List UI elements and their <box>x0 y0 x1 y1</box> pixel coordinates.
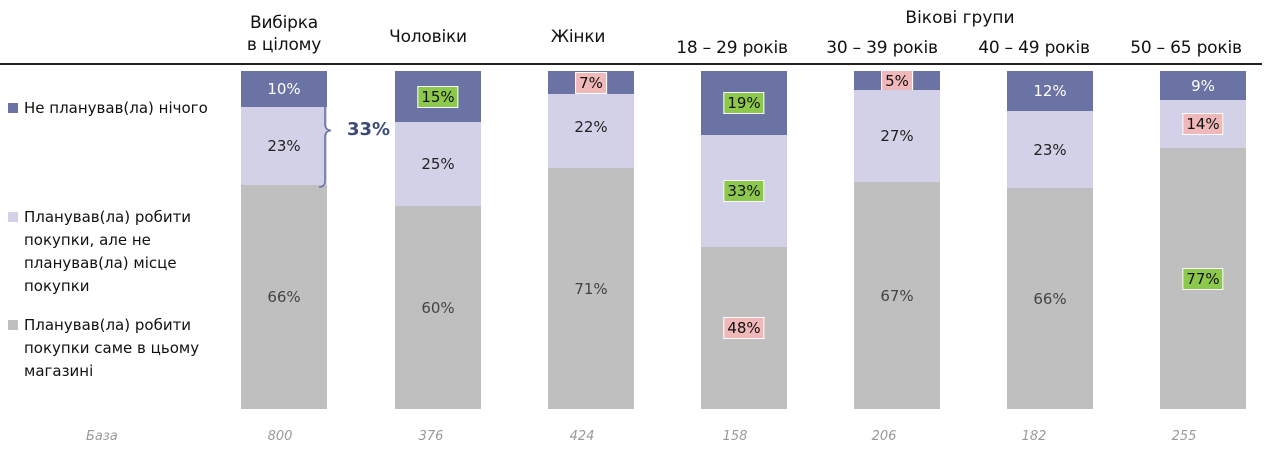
value-label: 25% <box>421 155 455 173</box>
segment-nothing-planned: 12% <box>1007 71 1093 111</box>
segment-planned-no-place: 23% <box>241 107 327 185</box>
segment-planned-this-store: 67% <box>854 182 940 409</box>
legend-swatch-planned-no-place <box>8 212 18 222</box>
base-value: 376 <box>418 429 444 444</box>
value-label: 23% <box>267 137 301 155</box>
value-label: 71% <box>574 279 608 298</box>
segment-planned-this-store: 48% <box>701 247 787 409</box>
segment-nothing-planned: 10% <box>241 71 327 107</box>
bar-age-18-29: 19% 33% 48% <box>701 71 787 409</box>
segment-nothing-planned: 5% <box>854 69 940 92</box>
value-label: 12% <box>1033 82 1067 100</box>
value-label: 66% <box>1033 289 1067 308</box>
value-label-highlight-low: 48% <box>723 317 765 339</box>
header-divider <box>0 63 1262 65</box>
brace-sum-label: 33% <box>347 119 391 140</box>
column-header-age-40-49: 40 – 49 років <box>978 38 1090 58</box>
value-label: 60% <box>421 298 455 317</box>
base-value: 158 <box>722 429 748 444</box>
value-label: 67% <box>880 286 914 305</box>
legend-swatch-planned-this-store <box>8 320 18 330</box>
base-title: База <box>86 429 118 444</box>
segment-planned-this-store: 66% <box>1007 188 1093 409</box>
column-header-men: Чоловіки <box>389 27 467 47</box>
value-label-highlight-high: 77% <box>1182 267 1224 290</box>
legend-item-nothing-planned: Не планував(ла) нічого <box>8 97 223 120</box>
bar-total: 10% 23% 66% <box>241 71 327 409</box>
value-label-highlight-low: 14% <box>1182 113 1224 135</box>
segment-planned-this-store: 66% <box>241 185 327 409</box>
value-label: 22% <box>574 118 608 137</box>
column-header-age-30-39: 30 – 39 років <box>826 38 938 58</box>
brace-icon <box>318 73 332 188</box>
value-label-highlight-high: 19% <box>723 92 765 114</box>
segment-planned-no-place: 23% <box>1007 111 1093 188</box>
value-label: 27% <box>880 127 914 145</box>
bar-women: 7% 22% 71% <box>548 71 634 409</box>
value-label: 9% <box>1191 76 1215 95</box>
bar-age-40-49: 12% 23% 66% <box>1007 71 1093 409</box>
column-header-women: Жінки <box>550 27 606 47</box>
legend-swatch-nothing-planned <box>8 103 18 113</box>
base-value: 800 <box>267 429 293 444</box>
segment-nothing-planned: 19% <box>701 71 787 135</box>
segment-planned-no-place: 25% <box>395 122 481 206</box>
segment-nothing-planned: 9% <box>1160 71 1246 100</box>
segment-planned-this-store: 60% <box>395 206 481 409</box>
bar-men: 15% 25% 60% <box>395 71 481 409</box>
value-label: 23% <box>1033 140 1067 159</box>
value-label-highlight-high: 15% <box>417 85 459 108</box>
segment-planned-no-place: 33% <box>701 135 787 247</box>
column-header-age-50-65: 50 – 65 років <box>1130 38 1242 58</box>
column-header-age-18-29: 18 – 29 років <box>676 38 788 58</box>
base-value: 424 <box>569 429 595 444</box>
segment-planned-no-place: 22% <box>548 94 634 168</box>
legend-item-planned-this-store: Планував(ла) робити покупки саме в цьому… <box>8 314 223 383</box>
base-value: 255 <box>1171 429 1197 444</box>
column-header-total: Вибірка в цілому <box>246 13 322 55</box>
value-label-highlight-high: 33% <box>723 180 765 202</box>
segment-planned-no-place: 27% <box>854 90 940 182</box>
bar-age-30-39: 5% 27% 67% <box>854 69 940 409</box>
value-label: 66% <box>267 288 301 306</box>
segment-planned-no-place: 14% <box>1160 100 1246 148</box>
segment-nothing-planned: 7% <box>548 71 634 94</box>
value-label-highlight-low: 5% <box>881 69 913 92</box>
segment-nothing-planned: 15% <box>395 71 481 122</box>
value-label-highlight-low: 7% <box>575 71 607 94</box>
base-value: 182 <box>1021 429 1047 444</box>
segment-planned-this-store: 77% <box>1160 148 1246 409</box>
base-value: 206 <box>871 429 897 444</box>
age-group-header: Вікові групи <box>905 8 1015 28</box>
segment-planned-this-store: 71% <box>548 168 634 409</box>
value-label: 10% <box>267 80 301 98</box>
legend-item-planned-no-place: Планував(ла) робити покупки, але не план… <box>8 206 223 298</box>
bar-age-50-65: 9% 14% 77% <box>1160 71 1246 409</box>
